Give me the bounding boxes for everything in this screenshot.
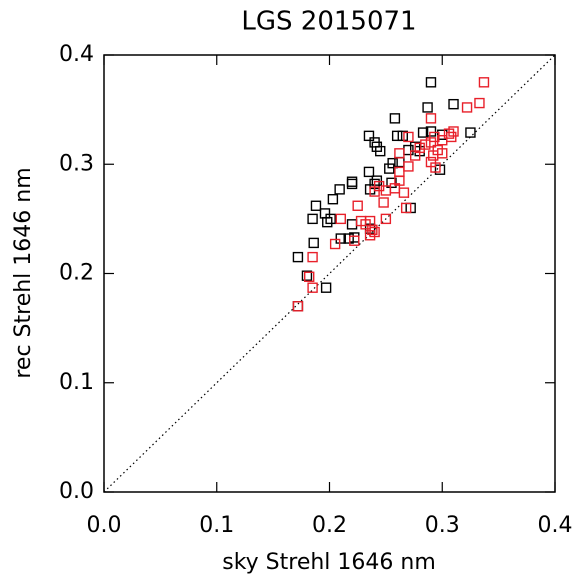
x-tick-label: 0.4 [538,513,573,538]
point [307,213,318,225]
point [394,148,405,159]
point [398,187,410,198]
point [343,233,354,244]
point [334,184,345,195]
point [325,213,336,225]
y-tick-label: 0.4 [59,42,94,67]
point [367,224,378,236]
point [417,127,429,138]
point [346,176,358,187]
point [307,282,318,293]
point [428,150,439,161]
point [380,213,392,225]
point [363,130,375,142]
point [319,208,331,219]
x-axis-label: sky Strehl 1646 nm [222,550,436,575]
point [443,128,455,139]
point [403,131,414,143]
point [474,97,485,109]
x-tick-label: 0.1 [199,513,234,538]
point [304,271,315,282]
point [292,251,304,263]
y-tick-label: 0.0 [59,479,94,504]
y-tick-label: 0.2 [59,261,94,286]
point [292,301,304,312]
x-tick-label: 0.3 [425,513,460,538]
y-tick-label: 0.3 [59,151,94,176]
x-tick-label: 0.0 [87,513,122,538]
point [320,282,332,293]
y-tick-label: 0.1 [59,370,94,395]
point [422,102,433,113]
point [425,126,437,137]
point [425,137,437,148]
point [349,235,360,246]
point [369,186,380,197]
point [391,130,403,142]
point [429,131,440,143]
point [437,135,448,146]
point [403,161,414,172]
x-tick-label: 0.2 [312,513,347,538]
point [409,150,421,161]
point [425,113,437,124]
point [448,98,459,110]
point [308,237,319,249]
point [335,213,346,225]
point [371,175,383,186]
point [378,197,389,208]
point [478,77,490,88]
point [384,163,395,174]
point [301,270,313,281]
point [425,77,437,88]
point [310,200,322,211]
point [430,162,441,173]
chart-title: LGS 2015071 [241,7,416,37]
point [371,141,383,152]
point [327,194,339,205]
point [369,226,380,238]
y-axis-label: rec Strehl 1646 nm [11,167,36,378]
point [329,238,341,250]
point [335,233,346,244]
point [307,251,318,263]
point [461,102,473,113]
point [397,130,408,142]
point [389,113,401,124]
point [352,200,363,211]
point [355,215,367,227]
point [420,139,431,150]
point [400,202,412,214]
point [387,157,398,169]
point [386,177,397,189]
point [465,127,476,138]
point [363,166,375,178]
reference-line [103,54,556,493]
